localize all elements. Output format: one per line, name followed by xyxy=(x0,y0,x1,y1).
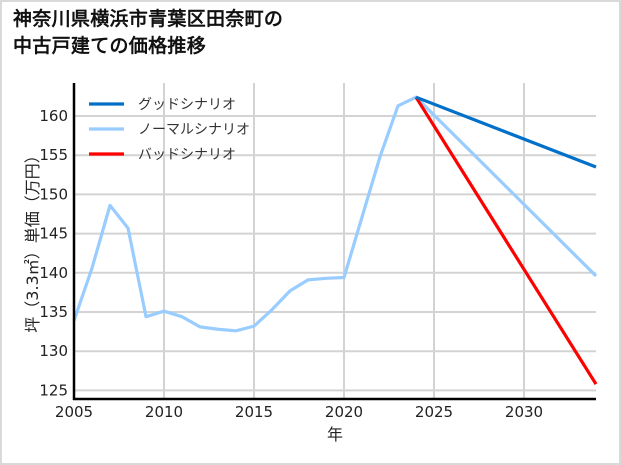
y-tick-label: 140 xyxy=(39,264,68,282)
tick-labels: 125 130 135 140 145 150 155 160 2005 2010 2015 2020… xyxy=(39,107,543,421)
series-line xyxy=(415,95,597,169)
y-tick-label: 160 xyxy=(39,107,68,125)
legend-label: バッドシナリオ xyxy=(138,147,236,163)
y-tick-label: 125 xyxy=(39,381,68,399)
x-tick-label: 2005 xyxy=(55,403,93,421)
x-tick-label: 2010 xyxy=(145,403,183,421)
x-tick-label: 2025 xyxy=(415,403,453,421)
x-tick-label: 2020 xyxy=(325,403,363,421)
y-tick-label: 130 xyxy=(39,342,68,360)
y-tick-label: 150 xyxy=(39,185,68,203)
chart-title: 神奈川県横浜市青葉区田奈町の 中古戸建ての価格推移 xyxy=(13,6,283,60)
legend-label: ノーマルシナリオ xyxy=(138,122,250,138)
series-line xyxy=(72,95,598,333)
y-tick-label: 155 xyxy=(39,146,68,164)
chart-title-line-2: 中古戸建ての価格推移 xyxy=(13,35,207,57)
series-line xyxy=(414,96,598,385)
x-axis-label: 年 xyxy=(327,425,343,444)
x-tick-label: 2015 xyxy=(235,403,273,421)
y-axis-label: 坪（3.3㎡）単価（万円） xyxy=(23,147,42,332)
data-series xyxy=(72,95,598,385)
y-tick-label: 145 xyxy=(39,225,68,243)
axes xyxy=(72,83,596,401)
y-tick-label: 135 xyxy=(39,303,68,321)
x-tick-label: 2030 xyxy=(505,403,543,421)
chart-title-line-1: 神奈川県横浜市青葉区田奈町の xyxy=(13,8,284,30)
legend-label: グッドシナリオ xyxy=(138,97,236,113)
